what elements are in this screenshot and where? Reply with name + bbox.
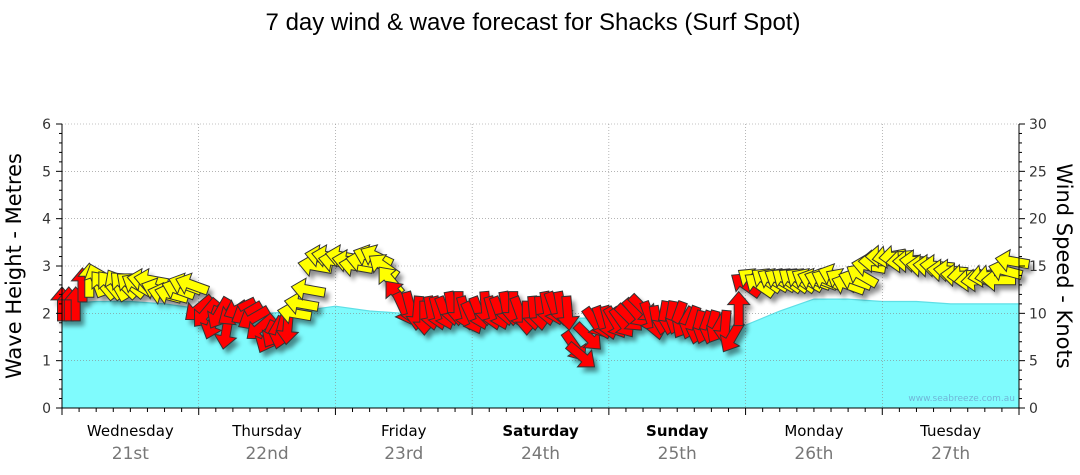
right-tick-label: 5 xyxy=(1029,354,1038,370)
date-label: 25th xyxy=(658,444,697,464)
left-tick-label: 5 xyxy=(42,164,51,180)
day-label: Wednesday xyxy=(87,422,174,440)
wind-layer xyxy=(49,243,1031,368)
axis-layer: 0 1 2 3 4 5 6 0 5 10 15 20 25 30 Wednesday 21st Thursday… xyxy=(42,117,1047,464)
chart-title: 7 day wind & wave forecast for Shacks (S… xyxy=(266,9,801,36)
right-tick-label: 20 xyxy=(1029,212,1047,228)
right-tick-label: 30 xyxy=(1029,117,1047,133)
left-tick-label: 0 xyxy=(42,401,51,417)
left-tick-label: 1 xyxy=(42,354,51,370)
date-label: 23rd xyxy=(384,444,423,464)
day-label: Friday xyxy=(381,422,427,440)
date-label: 21st xyxy=(112,444,149,464)
date-label: 26th xyxy=(794,444,833,464)
date-label: 22nd xyxy=(245,444,288,464)
left-axis-label: Wave Height - Metres xyxy=(2,153,26,379)
wind-arrow xyxy=(175,272,211,296)
right-tick-label: 15 xyxy=(1029,259,1047,275)
wind-arrow xyxy=(290,277,327,301)
wave-height-area xyxy=(62,299,1019,408)
date-label: 24th xyxy=(521,444,560,464)
wind-arrow xyxy=(246,312,277,340)
right-tick-label: 0 xyxy=(1029,401,1038,417)
right-tick-label: 10 xyxy=(1029,306,1047,322)
wind-arrow xyxy=(556,295,581,332)
right-axis-label: Wind Speed - Knots xyxy=(1052,163,1076,368)
left-tick-label: 2 xyxy=(42,306,51,322)
left-tick-label: 4 xyxy=(42,212,51,228)
right-tick-label: 25 xyxy=(1029,164,1047,180)
day-label: Sunday xyxy=(646,422,709,440)
day-label: Tuesday xyxy=(919,422,981,440)
date-label: 27th xyxy=(931,444,970,464)
wind-arrow xyxy=(726,290,751,327)
wind-arrow xyxy=(283,291,320,316)
day-label: Thursday xyxy=(231,422,302,440)
left-tick-label: 3 xyxy=(42,259,51,275)
wind-arrow xyxy=(193,296,221,327)
wind-arrow xyxy=(564,340,596,368)
wind-arrow xyxy=(572,321,601,350)
day-label: Saturday xyxy=(502,422,579,440)
day-label: Monday xyxy=(784,422,843,440)
left-tick-label: 6 xyxy=(42,117,51,133)
watermark: www.seabreeze.com.au xyxy=(908,394,1015,404)
